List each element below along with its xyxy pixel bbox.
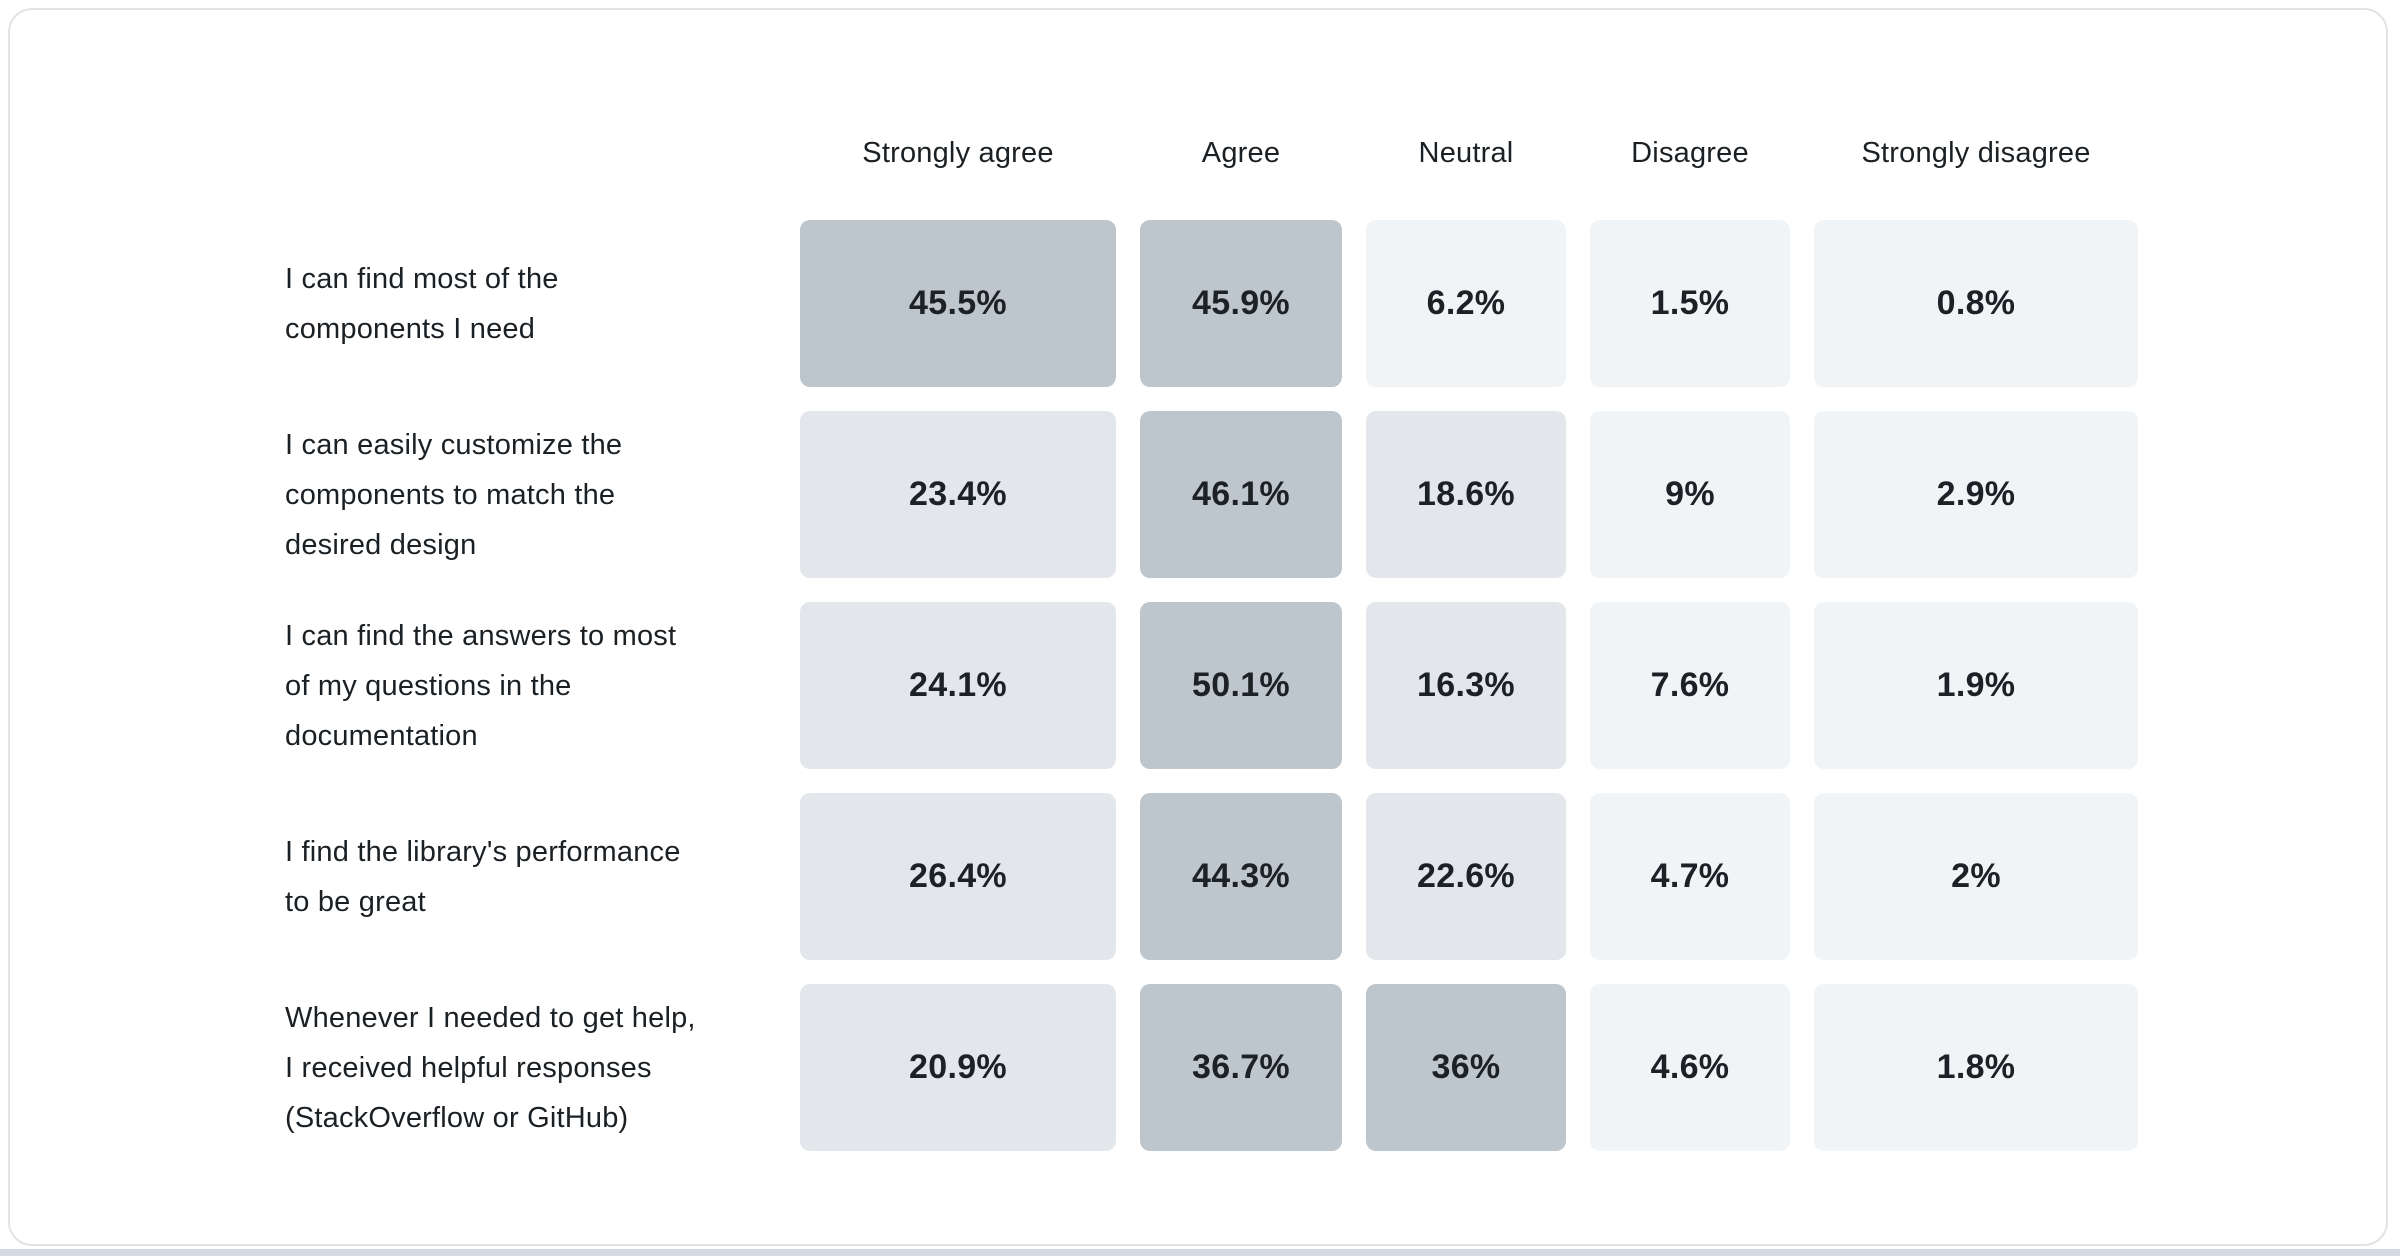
heatmap-cell: 45.5% — [800, 220, 1116, 387]
heatmap-cell: 44.3% — [1140, 793, 1342, 960]
heatmap-cell: 36.7% — [1140, 984, 1342, 1151]
header-corner-spacer — [285, 110, 776, 196]
heatmap-cell: 23.4% — [800, 411, 1116, 578]
row-label: I can find most of the components I need — [285, 262, 559, 345]
heatmap-cell: 22.6% — [1366, 793, 1566, 960]
column-header-disagree: Disagree — [1631, 136, 1749, 169]
heatmap-cell: 1.5% — [1590, 220, 1790, 387]
row-label: I find the library's performance to be g… — [285, 835, 681, 918]
heatmap-cell: 9% — [1590, 411, 1790, 578]
heatmap-cell: 18.6% — [1366, 411, 1566, 578]
row-label: I can find the answers to most of my que… — [285, 619, 677, 752]
heatmap-cell: 50.1% — [1140, 602, 1342, 769]
column-header-strongly-agree: Strongly agree — [862, 136, 1054, 169]
heatmap-cell: 6.2% — [1366, 220, 1566, 387]
survey-heatmap-grid: Strongly agree Agree Neutral Disagree Strong… — [285, 110, 2138, 1151]
row-label: Whenever I needed to get help, I receive… — [285, 1001, 696, 1134]
column-header-agree: Agree — [1201, 136, 1281, 169]
survey-results-card: Strongly agree Agree Neutral Disagree Strong… — [8, 8, 2388, 1246]
heatmap-cell: 4.7% — [1590, 793, 1790, 960]
heatmap-cell: 16.3% — [1366, 602, 1566, 769]
bottom-edge-strip — [0, 1249, 2400, 1256]
heatmap-cell: 4.6% — [1590, 984, 1790, 1151]
column-header-neutral: Neutral — [1418, 136, 1514, 169]
heatmap-cell: 2% — [1814, 793, 2138, 960]
heatmap-cell: 45.9% — [1140, 220, 1342, 387]
heatmap-cell: 7.6% — [1590, 602, 1790, 769]
heatmap-cell: 1.8% — [1814, 984, 2138, 1151]
heatmap-cell: 0.8% — [1814, 220, 2138, 387]
row-label: I can easily customize the components to… — [285, 428, 623, 561]
heatmap-cell: 20.9% — [800, 984, 1116, 1151]
heatmap-cell: 26.4% — [800, 793, 1116, 960]
heatmap-cell: 46.1% — [1140, 411, 1342, 578]
heatmap-cell: 24.1% — [800, 602, 1116, 769]
heatmap-cell: 36% — [1366, 984, 1566, 1151]
column-header-strongly-disagree: Strongly disagree — [1861, 136, 2091, 169]
heatmap-cell: 2.9% — [1814, 411, 2138, 578]
heatmap-cell: 1.9% — [1814, 602, 2138, 769]
